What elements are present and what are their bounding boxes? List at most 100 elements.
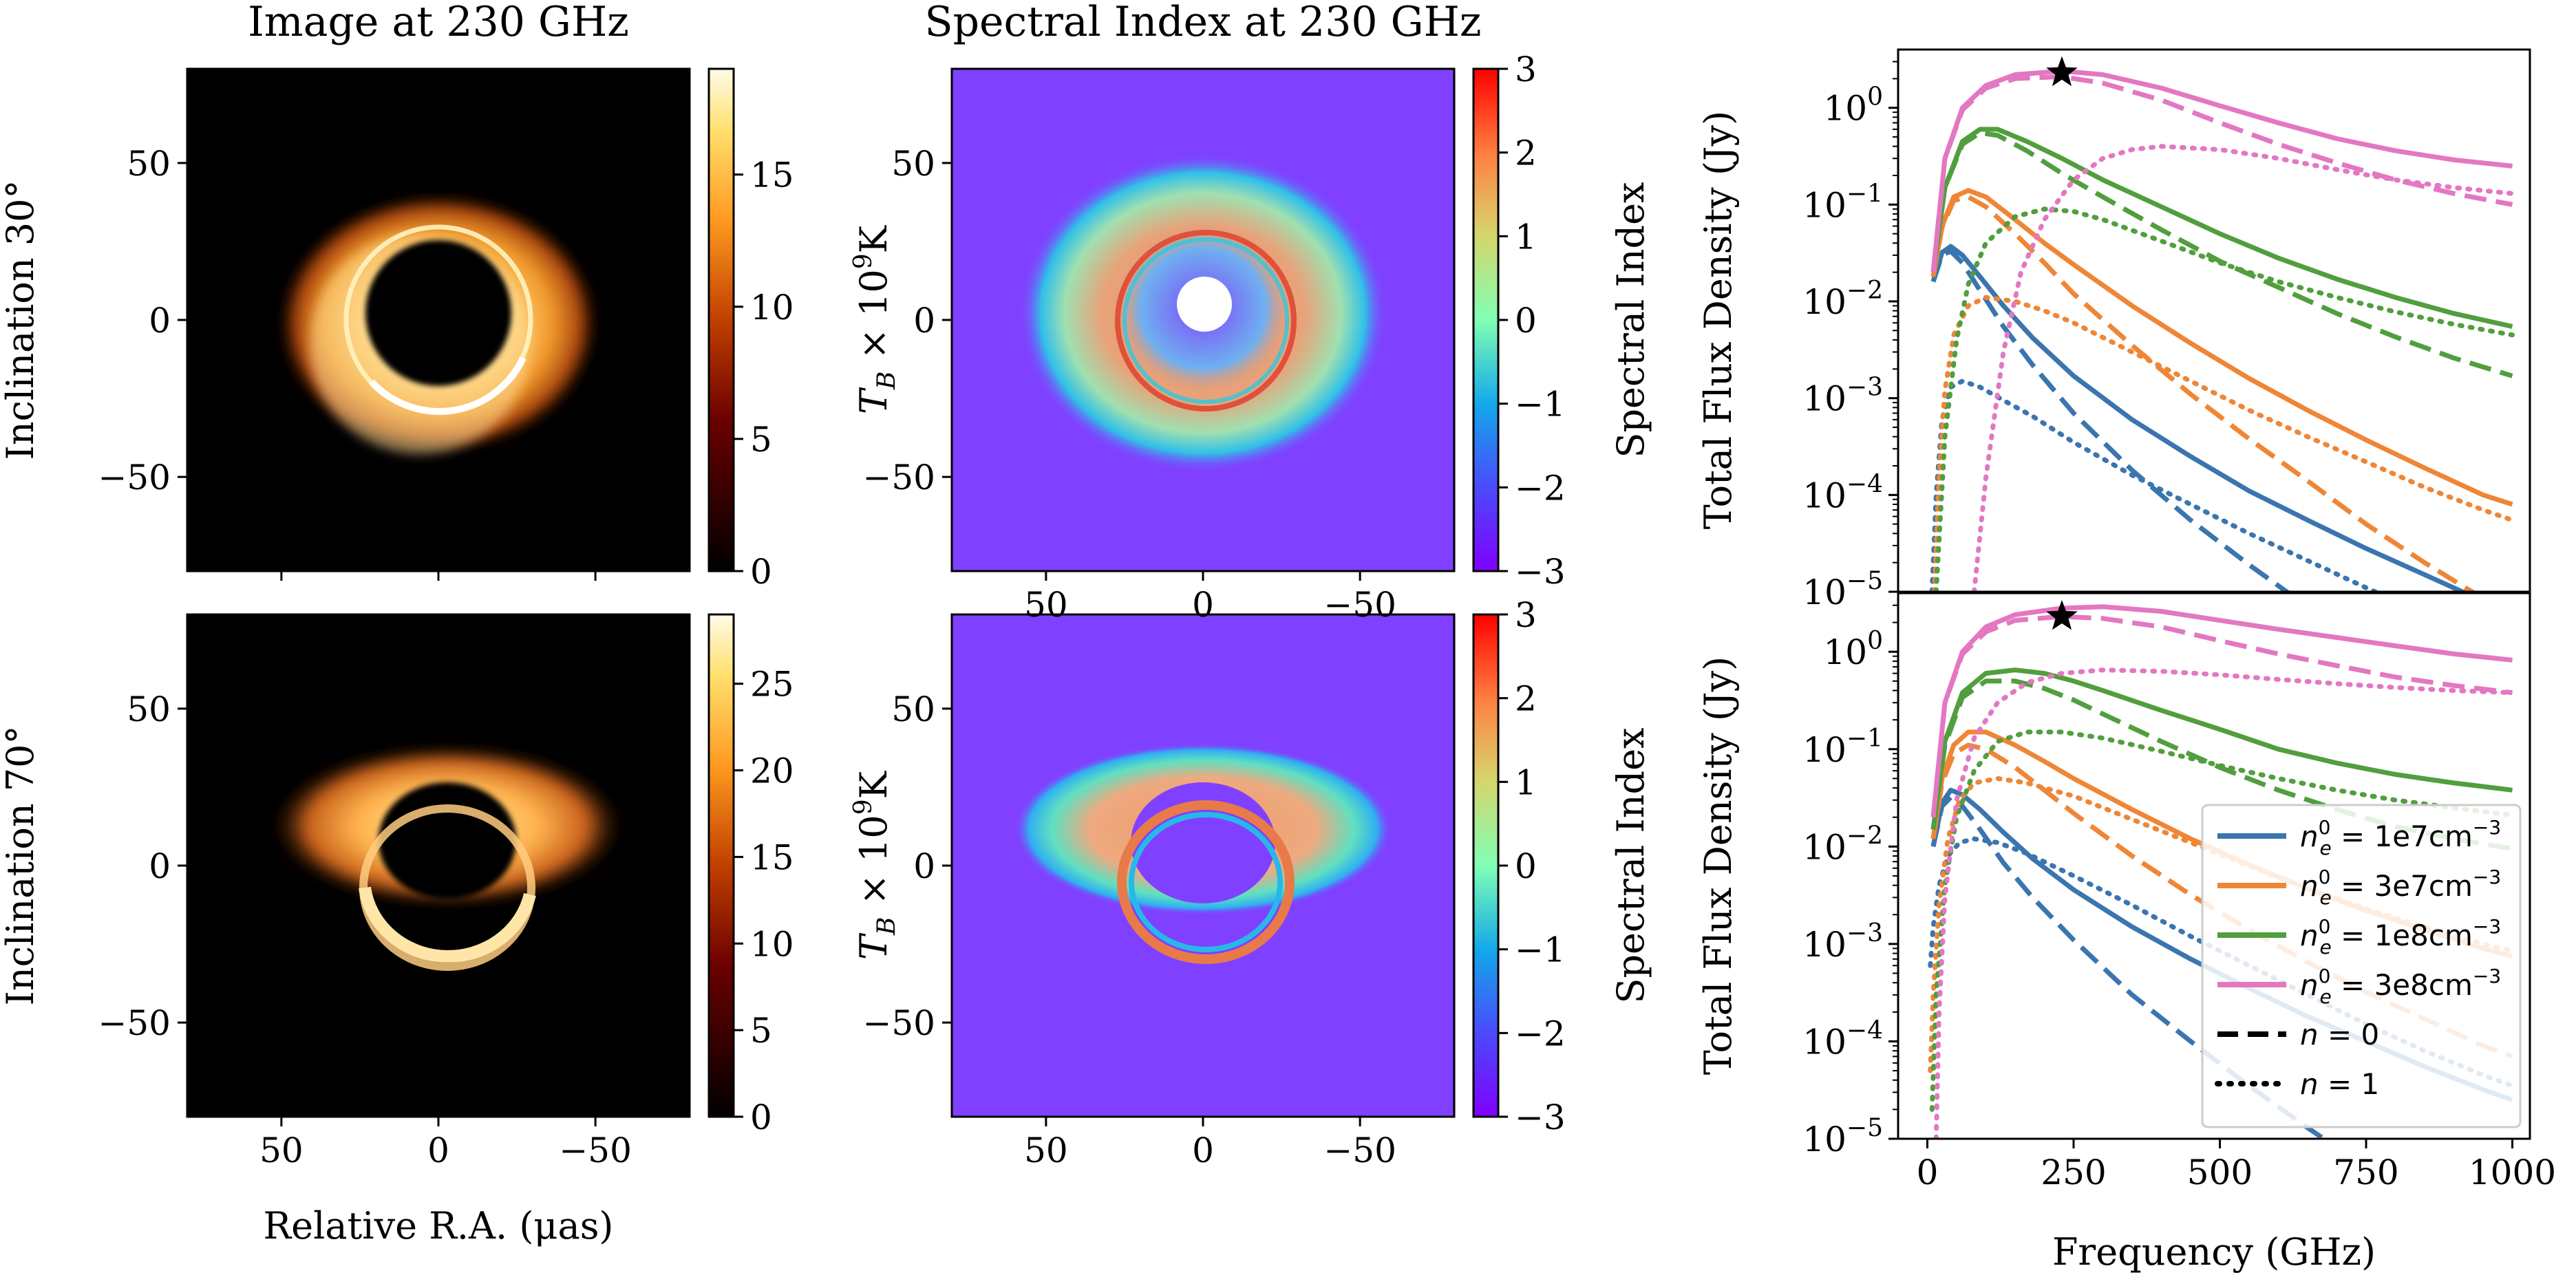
ylabel-flux-30: Total Flux Density (Jy) bbox=[1696, 111, 1740, 529]
colorbar-spectral-30: 3 2 1 0 −1 −2 −3 bbox=[1472, 50, 1566, 592]
series-line-dotted bbox=[1929, 378, 2382, 592]
x-tick-label: −50 bbox=[1323, 585, 1396, 625]
y-tick-label: 0 bbox=[149, 301, 171, 341]
colorbar-tick-label: −2 bbox=[1515, 1014, 1566, 1053]
legend-label: n0 e = 1e7cm−3 bbox=[2300, 816, 2501, 859]
y-tick-label: −50 bbox=[98, 458, 171, 497]
y-tick-label: 50 bbox=[127, 689, 171, 729]
ylabel-inclination-70: Inclination 70° bbox=[0, 725, 42, 1005]
colorbar-image-30: 0 5 10 15 bbox=[707, 67, 794, 592]
colorbar-tick-label: 3 bbox=[1515, 50, 1537, 89]
ylabel-inclination-30: Inclination 30° bbox=[0, 180, 42, 460]
y-tick-label: 10−2 bbox=[1802, 822, 1883, 867]
colorbar-tick-label: 15 bbox=[750, 156, 794, 195]
colorbar-image-70: 0 5 10 15 20 25 bbox=[707, 613, 794, 1137]
y-tick-label: 50 bbox=[891, 144, 935, 184]
spectral-ring-70 bbox=[1117, 800, 1295, 964]
colorbar-tick-label: 1 bbox=[1515, 762, 1537, 802]
x-tick-label: −50 bbox=[1323, 1131, 1396, 1170]
x-tick-label: 50 bbox=[1024, 1131, 1068, 1170]
series-line-dotted bbox=[1933, 206, 2515, 592]
colorbar-tick-label: 2 bbox=[1515, 133, 1537, 173]
series-line-dotted bbox=[1933, 667, 2515, 1139]
y-tick-label: 10−4 bbox=[1802, 470, 1883, 515]
colorbar-tick-label: 25 bbox=[750, 665, 794, 705]
x-tick-label: −50 bbox=[559, 1131, 632, 1170]
series-line-dashed bbox=[1930, 614, 2513, 818]
x-tick-label: 0 bbox=[1917, 1153, 1939, 1192]
spectral-hole-30 bbox=[1177, 277, 1232, 332]
title-image: Image at 230 GHz bbox=[248, 0, 629, 46]
colorbar-tick-label: −2 bbox=[1515, 468, 1566, 508]
image-30-panel bbox=[186, 67, 691, 572]
photon-ring-70 bbox=[359, 804, 535, 971]
svg-text:TB × 109K: TB × 109K bbox=[849, 224, 901, 414]
legend-label: n0 e = 1e8cm−3 bbox=[2300, 915, 2501, 958]
xlabel-frequency: Frequency (GHz) bbox=[2052, 1230, 2376, 1274]
y-tick-label: −50 bbox=[862, 458, 935, 497]
image-70-panel bbox=[186, 613, 691, 1118]
colorbar-tick-label: −3 bbox=[1515, 1097, 1566, 1137]
y-tick-label: 10−2 bbox=[1802, 277, 1883, 322]
x-tick-label: 750 bbox=[2333, 1153, 2398, 1192]
series-line-dotted bbox=[1932, 294, 2515, 592]
x-tick-label: 500 bbox=[2187, 1153, 2253, 1192]
svg-text:TB × 109K: TB × 109K bbox=[849, 770, 901, 960]
series-line-dashed bbox=[1930, 194, 2477, 592]
y-tick-label: −50 bbox=[862, 1003, 935, 1043]
colorbar-tick-label: 0 bbox=[750, 1097, 772, 1137]
y-tick-label: 10−5 bbox=[1802, 567, 1883, 612]
colorbar-tick-label: 10 bbox=[750, 924, 794, 964]
colorbar-tick-label: −3 bbox=[1515, 552, 1566, 592]
colorbar-tick-label: 1 bbox=[1515, 217, 1537, 257]
y-tick-label: 10−1 bbox=[1802, 180, 1883, 225]
colorbar-spectral-70: 3 2 1 0 −1 −2 −3 bbox=[1472, 595, 1566, 1137]
x-tick-label: 0 bbox=[1192, 1131, 1214, 1170]
x-tick-label: 50 bbox=[1024, 585, 1068, 625]
legend-label: n0 e = 3e7cm−3 bbox=[2300, 866, 2501, 909]
series-line-dotted bbox=[1972, 144, 2515, 592]
colorbar-tick-label: 0 bbox=[750, 552, 772, 592]
ylabel-tb-30: TB × 109K bbox=[849, 224, 901, 414]
x-tick-label: 0 bbox=[427, 1131, 449, 1170]
series-line-solid bbox=[1930, 127, 2513, 329]
series-line-dashed bbox=[1930, 130, 2513, 378]
colorbar-tick-label: 20 bbox=[750, 751, 794, 791]
photon-ring-bright-30 bbox=[369, 356, 526, 415]
x-tick-label: 1000 bbox=[2469, 1153, 2556, 1192]
spectral-ring-30 bbox=[1115, 230, 1297, 411]
series-line-solid bbox=[1930, 188, 2513, 507]
title-spectral: Spectral Index at 230 GHz bbox=[924, 0, 1481, 46]
y-tick-label: 10−3 bbox=[1802, 919, 1883, 965]
colorbar-tick-label: 2 bbox=[1515, 679, 1537, 719]
colorbar-label-spectral-70: Spectral Index bbox=[1609, 728, 1652, 1004]
y-tick-label: 10−5 bbox=[1802, 1114, 1883, 1159]
colorbar-tick-label: 10 bbox=[750, 288, 794, 328]
colorbar-tick-label: 3 bbox=[1515, 595, 1537, 635]
ylabel-tb-70: TB × 109K bbox=[849, 770, 901, 960]
y-tick-label: −50 bbox=[98, 1003, 171, 1043]
y-tick-label: 50 bbox=[891, 689, 935, 729]
star-marker bbox=[2046, 600, 2078, 630]
y-tick-label: 10−3 bbox=[1802, 374, 1883, 419]
colorbar-tick-label: −1 bbox=[1515, 930, 1566, 970]
shadow-30 bbox=[365, 240, 511, 386]
y-tick-label: 100 bbox=[1823, 627, 1883, 672]
y-tick-label: 100 bbox=[1823, 83, 1883, 129]
colorbar-tick-label: 0 bbox=[1515, 301, 1537, 341]
colorbar-label-spectral-30: Spectral Index bbox=[1609, 182, 1652, 458]
spectral-70-panel bbox=[950, 613, 1456, 1118]
spectral-ring-inner-30 bbox=[1122, 237, 1289, 404]
series-line-dashed bbox=[1930, 248, 2291, 592]
colorbar-tick-label: 0 bbox=[1515, 846, 1537, 886]
legend-label: n = 1 bbox=[2300, 1067, 2379, 1101]
y-tick-label: 50 bbox=[127, 144, 171, 184]
colorbar-tick-label: 15 bbox=[750, 837, 794, 877]
star-marker bbox=[2046, 56, 2078, 87]
x-tick-label: 250 bbox=[2041, 1153, 2106, 1192]
y-tick-label: 0 bbox=[913, 846, 935, 886]
photon-ring-lower-70 bbox=[359, 886, 536, 963]
spectral-30-panel bbox=[950, 67, 1456, 572]
y-tick-label: 0 bbox=[913, 301, 935, 341]
